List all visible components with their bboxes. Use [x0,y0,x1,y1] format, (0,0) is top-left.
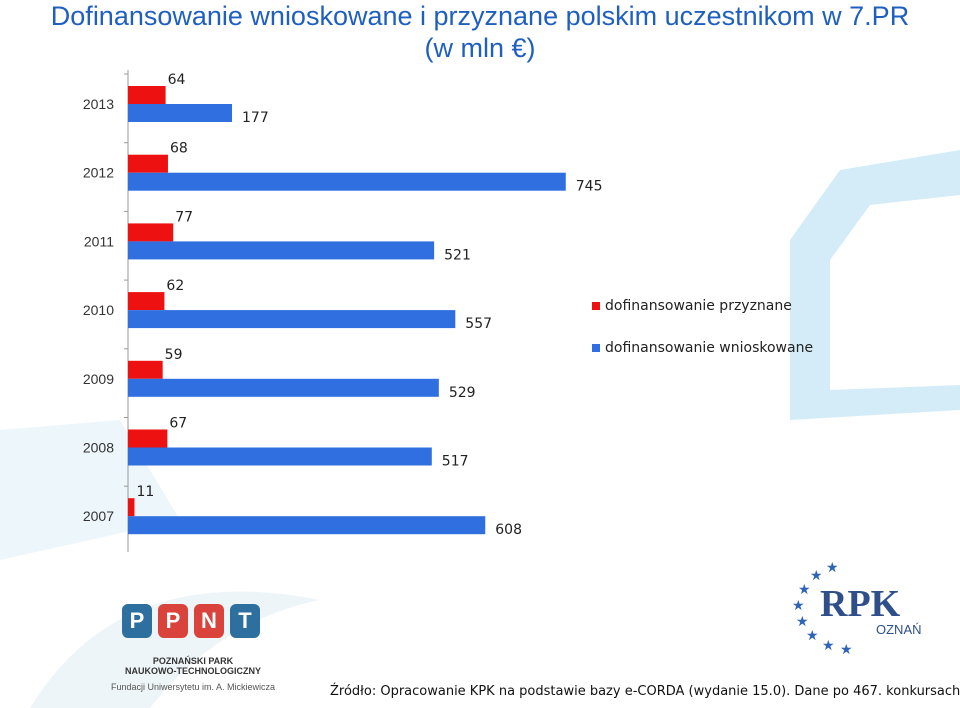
legend-item-przyznane: dofinansowanie przyznane [592,296,813,316]
ppnt-tile-p2: P [158,604,188,638]
rpk-logo-letters: RPK [820,583,901,625]
value-label-przyznane-2010: 62 [166,278,184,294]
svg-text:★: ★ [810,568,823,584]
ppnt-tile-n: N [194,604,224,638]
source-note: Źródło: Opracowanie KPK na podstawie baz… [330,684,960,699]
value-label-przyznane-2013: 64 [168,72,186,88]
svg-text:★: ★ [792,598,805,614]
rpk-logo: ★ ★ ★ ★ ★ ★ ★ ★ RPK OZNAŃ [792,560,922,658]
value-label-wnioskowane-2009: 529 [449,385,476,401]
value-label-wnioskowane-2007: 608 [495,522,522,538]
ppnt-logo-line2: NAUKOWO-TECHNOLOGICZNY [125,666,261,676]
value-label-wnioskowane-2011: 521 [444,247,471,263]
hexagon-decor-inner [830,195,960,390]
year-label-2010: 2010 [83,302,114,318]
legend-label-przyznane: dofinansowanie przyznane [605,298,792,314]
chart-title-unit: (w mln €) [424,33,536,63]
year-label-2008: 2008 [83,440,114,456]
value-label-przyznane-2009: 59 [165,347,183,363]
svg-text:★: ★ [798,582,811,598]
svg-text:★: ★ [840,642,853,658]
svg-text:★: ★ [826,560,839,576]
bar-przyznane-2009 [128,360,163,379]
value-label-przyznane-2011: 77 [175,209,193,225]
bar-wnioskowane-2012 [128,172,566,191]
value-label-wnioskowane-2013: 177 [242,110,269,126]
bar-przyznane-2008 [128,429,168,448]
ppnt-tile-p1: P [122,604,152,638]
legend-item-wnioskowane: dofinansowanie wnioskowane [592,338,813,358]
ppnt-logo-line1: POZNAŃSKI PARK [152,656,234,666]
year-label-2009: 2009 [83,371,114,387]
ppnt-tile-t: T [230,604,260,638]
legend: dofinansowanie przyznane dofinansowanie … [592,296,813,380]
svg-text:★: ★ [806,628,819,644]
ppnt-logo-line3: Fundacji Uniwersytetu im. A. Mickiewicza [110,682,276,692]
value-label-przyznane-2008: 67 [169,416,187,432]
bar-wnioskowane-2011 [128,241,435,260]
legend-swatch-wnioskowane [592,344,600,352]
value-label-przyznane-2012: 68 [170,141,188,157]
star-ring-icon: ★ ★ ★ ★ ★ ★ ★ ★ [792,560,853,658]
bar-przyznane-2011 [128,223,174,242]
bar-przyznane-2007 [128,498,135,517]
year-label-2012: 2012 [83,165,114,181]
rpk-logo-sub: OZNAŃ [876,622,922,637]
year-label-2013: 2013 [83,96,114,112]
bar-przyznane-2010 [128,292,165,311]
bar-wnioskowane-2009 [128,378,439,397]
value-label-przyznane-2007: 11 [136,484,154,500]
bar-przyznane-2013 [128,86,166,104]
year-label-2007: 2007 [83,508,114,524]
value-label-wnioskowane-2008: 517 [442,454,469,470]
bar-wnioskowane-2013 [128,104,233,122]
svg-text:★: ★ [822,638,835,654]
legend-swatch-przyznane [592,302,600,310]
ppnt-logo: P P N T POZNAŃSKI PARK NAUKOWO-TECHNOLOG… [104,604,284,694]
year-label-2011: 2011 [84,233,114,249]
ppnt-logo-tiles: P P N T [122,604,284,638]
bar-przyznane-2012 [128,154,168,173]
value-label-wnioskowane-2012: 745 [576,179,603,195]
legend-label-wnioskowane: dofinansowanie wnioskowane [605,340,814,356]
chart-title: Dofinansowanie wnioskowane i przyznane p… [50,1,910,31]
bar-wnioskowane-2010 [128,310,456,329]
value-label-wnioskowane-2010: 557 [465,316,492,332]
bar-wnioskowane-2007 [128,516,486,535]
bar-wnioskowane-2008 [128,447,432,466]
svg-text:★: ★ [796,614,809,630]
